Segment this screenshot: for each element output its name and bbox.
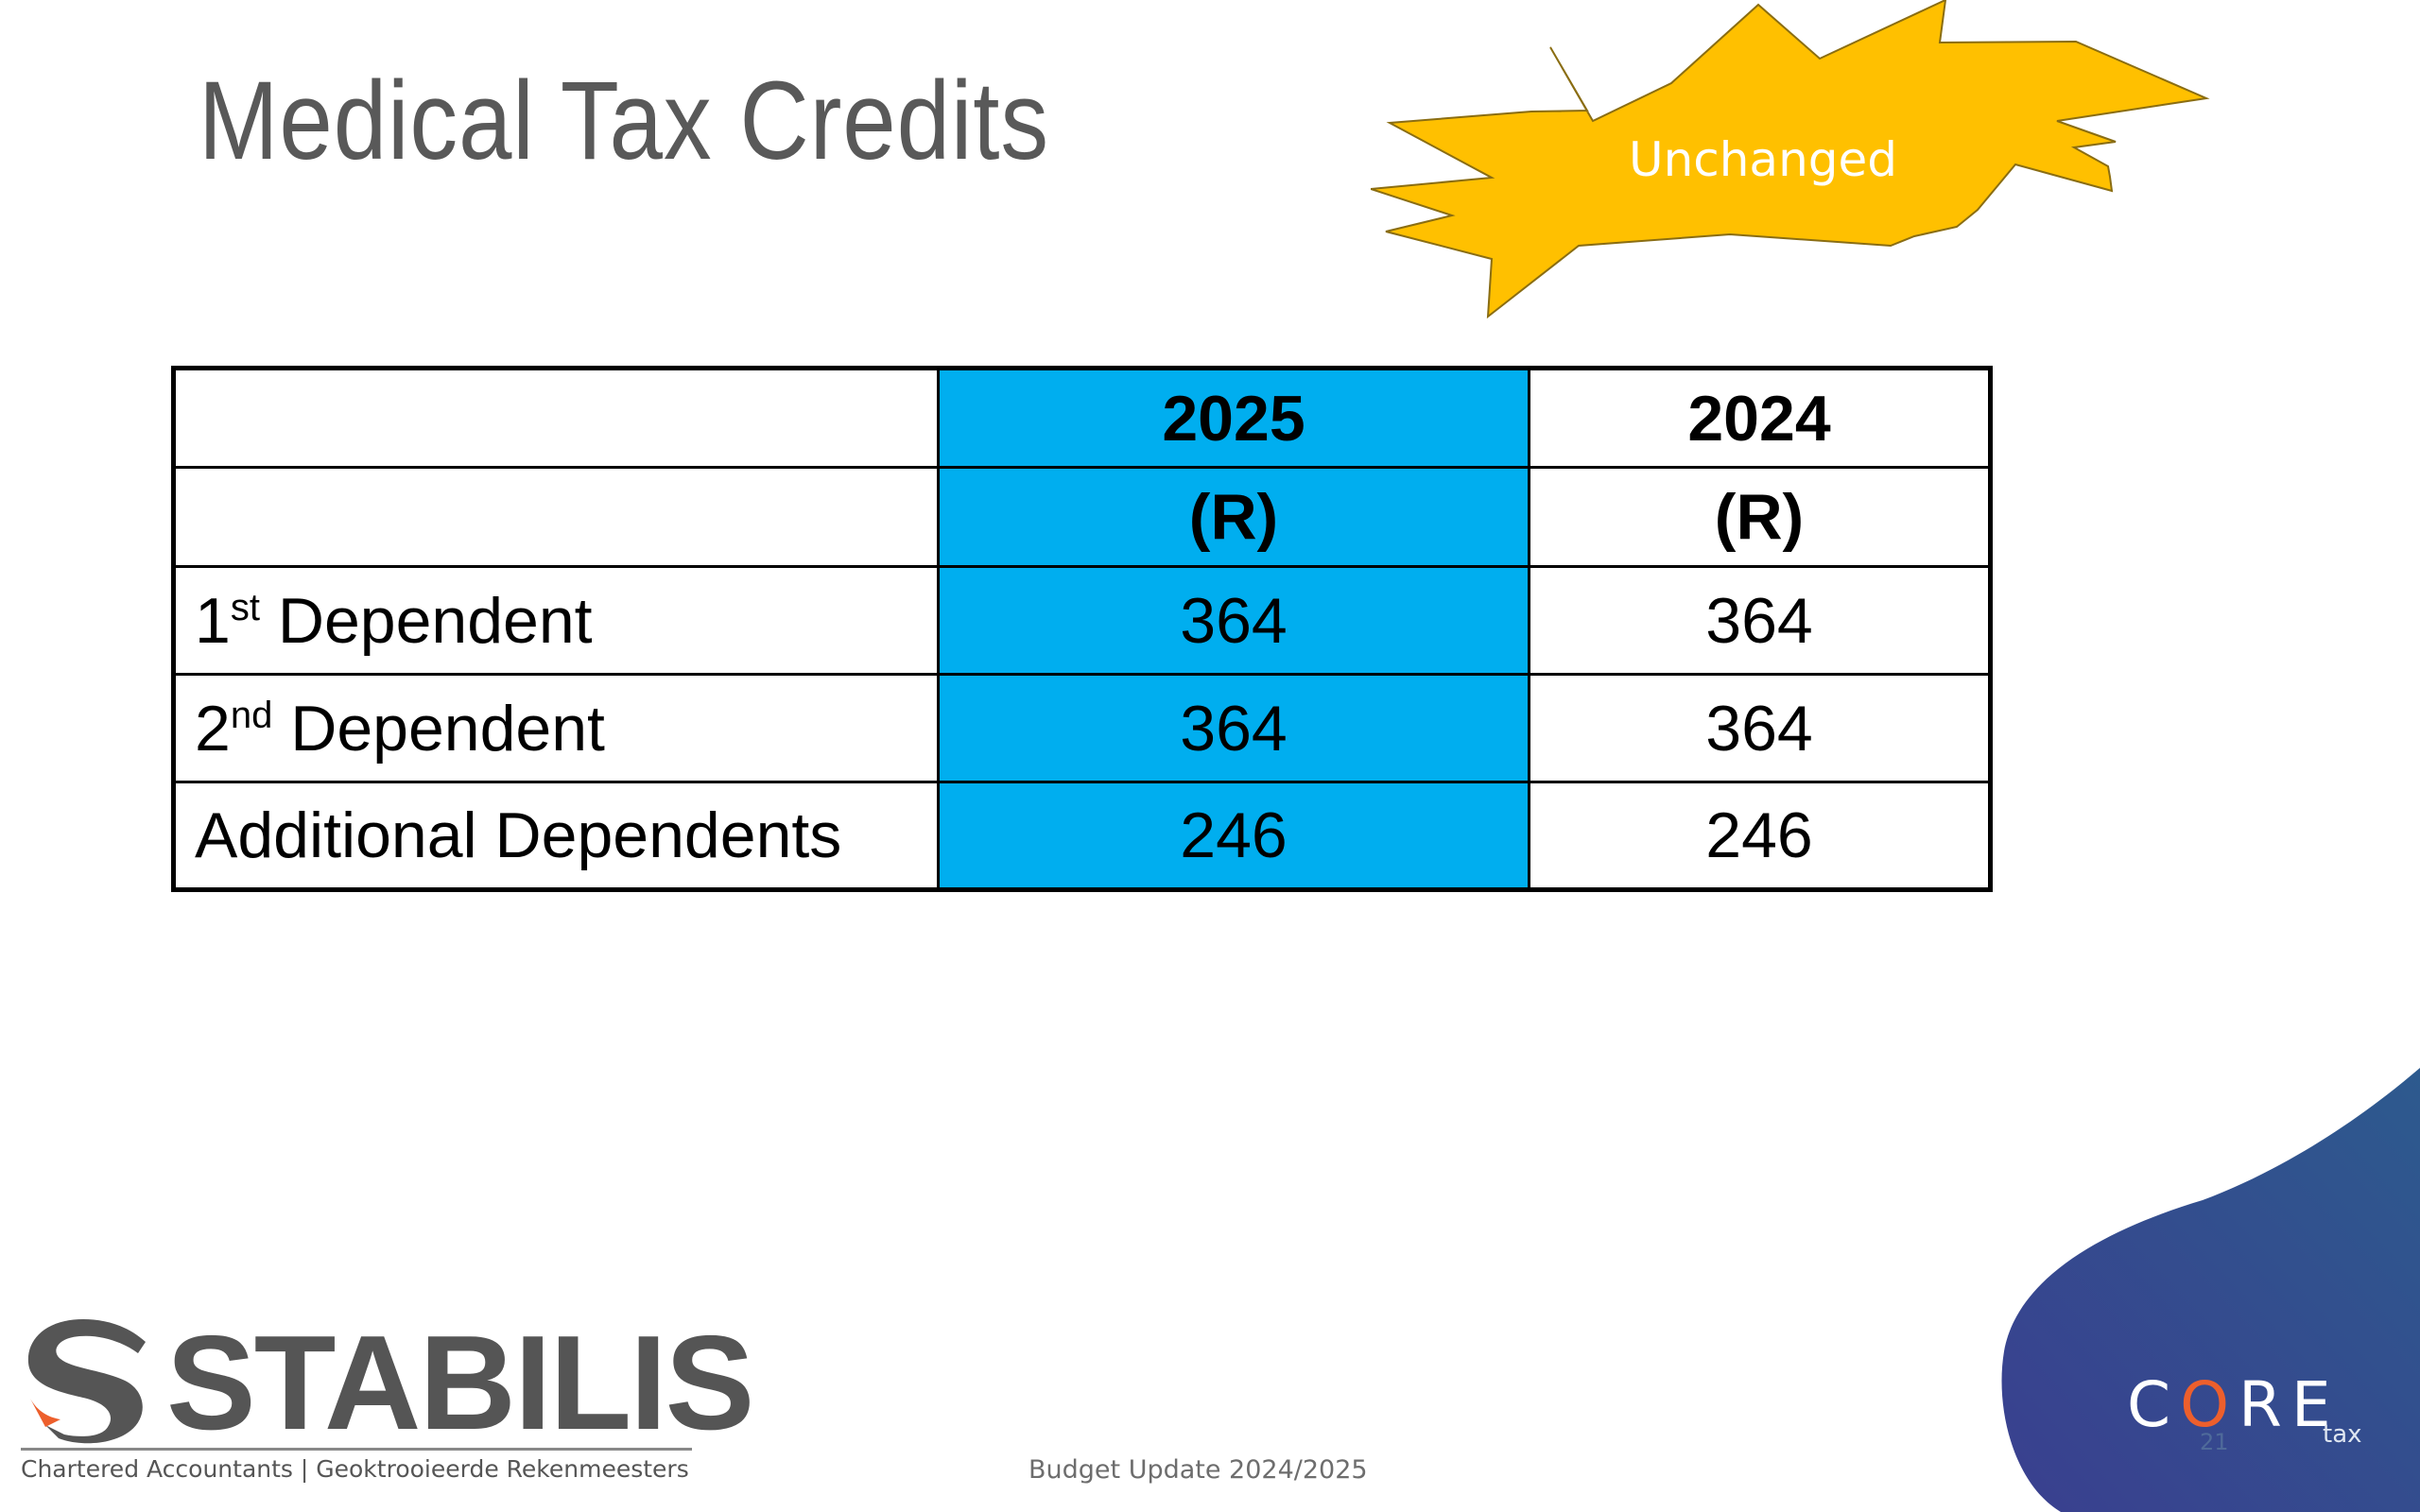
value-cell-2024: 246 (1528, 781, 1992, 891)
row-label-suffix: nd (230, 694, 273, 736)
logo-divider (21, 1448, 692, 1451)
page-number: 21 (2200, 1429, 2229, 1455)
column-header-2025: 2025 (937, 367, 1530, 469)
table-row: 2nd Dependent 364 364 (172, 673, 1992, 783)
stabilis-wordmark: STABILIS (166, 1308, 754, 1458)
value-cell-2025: 364 (937, 673, 1530, 783)
row-label-number: 2 (195, 692, 231, 765)
stabilis-tagline: Chartered Accountants | Geoktrooieerde R… (21, 1455, 689, 1483)
value-cell-2025: 364 (937, 565, 1530, 676)
stabilis-s-icon (27, 1319, 146, 1444)
row-label-additional-dependents: Additional Dependents (172, 781, 940, 891)
core-tax-subtitle: tax (2323, 1420, 2362, 1449)
table-header-row: 2025 2024 (172, 367, 1992, 469)
value-cell-2025: 246 (937, 781, 1530, 891)
value-cell-2024: 364 (1528, 565, 1992, 676)
units-cell-2025: (R) (937, 466, 1530, 568)
core-wordmark: CORE (2127, 1368, 2341, 1441)
starburst-shape (1371, 0, 2210, 319)
stabilis-logo: STABILIS Chartered Accountants | Geoktro… (17, 1308, 754, 1503)
table-units-row: (R) (R) (172, 466, 1992, 568)
core-letters: RE (2238, 1368, 2341, 1441)
core-letter: C (2127, 1368, 2181, 1441)
value-cell-2024: 364 (1528, 673, 1992, 783)
row-label-number: 1 (195, 584, 231, 657)
table-row: 1st Dependent 364 364 (172, 565, 1992, 676)
row-label-suffix: st (230, 586, 260, 628)
footer-text: Budget Update 2024/2025 (1028, 1455, 1368, 1485)
slide-title: Medical Tax Credits (199, 59, 1049, 183)
medical-tax-credits-table: 2025 2024 (R) (R) 1st Dependent 364 364 … (171, 366, 1993, 892)
units-empty-cell (172, 466, 940, 568)
row-label-text: Dependent (272, 692, 605, 765)
column-header-2024: 2024 (1528, 367, 1992, 469)
core-tax-logo (2001, 1068, 2420, 1512)
table-row: Additional Dependents 246 246 (172, 781, 1992, 891)
row-label-second-dependent: 2nd Dependent (172, 673, 940, 783)
unchanged-badge: Unchanged (1628, 132, 1898, 187)
row-label-text: Dependent (259, 584, 593, 657)
core-letter-o: O (2180, 1368, 2239, 1441)
row-label-first-dependent: 1st Dependent (172, 565, 940, 676)
header-empty-cell (172, 367, 940, 469)
units-cell-2024: (R) (1528, 466, 1992, 568)
